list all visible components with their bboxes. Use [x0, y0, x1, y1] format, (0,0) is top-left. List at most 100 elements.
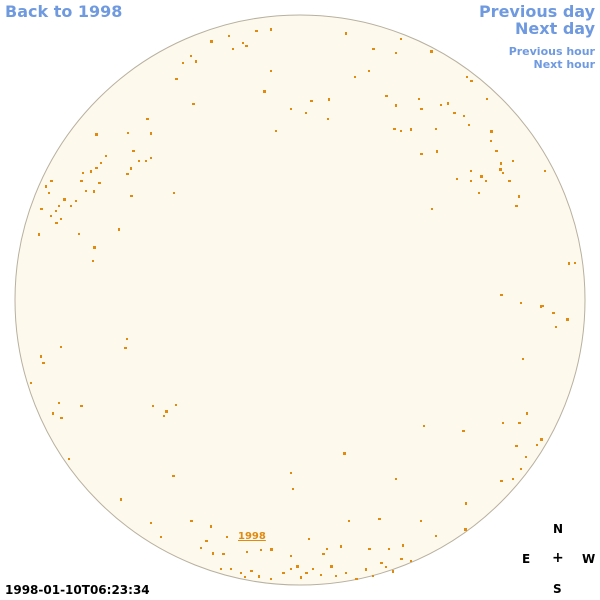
active-region-marker	[70, 205, 72, 207]
active-region-marker	[95, 167, 98, 169]
active-region-marker	[245, 45, 248, 47]
active-region-marker	[502, 422, 504, 424]
active-region-marker	[175, 404, 177, 406]
active-region-marker	[540, 438, 543, 441]
active-region-marker	[520, 468, 522, 470]
back-to-year-link[interactable]: Back to 1998	[5, 2, 123, 21]
active-region-marker	[60, 218, 62, 220]
active-region-marker	[372, 575, 374, 577]
active-region-marker	[270, 28, 272, 31]
active-region-marker	[296, 565, 299, 568]
active-region-marker	[150, 132, 152, 135]
active-region-marker	[152, 405, 154, 407]
active-region-marker	[290, 472, 292, 474]
active-region-marker	[126, 338, 128, 340]
active-region-marker	[130, 195, 133, 197]
active-region-marker	[468, 124, 470, 126]
active-region-marker	[145, 160, 147, 162]
active-region-marker	[380, 562, 383, 564]
active-region-marker	[50, 180, 53, 182]
active-region-marker	[150, 522, 152, 524]
active-region-marker	[330, 565, 333, 568]
active-region-marker	[345, 32, 347, 35]
active-region-marker	[540, 305, 542, 308]
active-region-marker	[420, 153, 423, 155]
active-region-marker	[574, 262, 576, 264]
next-day-link[interactable]: Next day	[515, 19, 595, 38]
active-region-marker	[395, 52, 397, 54]
active-region-marker	[270, 70, 272, 72]
active-region-marker	[418, 98, 420, 100]
active-region-marker	[388, 548, 390, 550]
active-region-marker	[232, 48, 234, 50]
active-region-marker	[378, 518, 381, 520]
active-region-marker	[292, 488, 294, 490]
active-region-marker	[275, 130, 277, 132]
active-region-marker	[430, 50, 433, 53]
active-region-marker	[58, 402, 60, 404]
active-region-marker	[410, 128, 412, 131]
active-region-marker	[173, 192, 175, 194]
active-region-marker	[500, 162, 502, 165]
compass-west: W	[582, 552, 596, 566]
active-region-marker	[462, 430, 465, 432]
active-region-marker	[310, 100, 313, 102]
active-region-marker	[312, 568, 314, 570]
active-region-marker	[222, 553, 225, 555]
active-region-marker	[124, 347, 127, 349]
active-region-marker	[220, 568, 222, 570]
active-region-marker	[85, 190, 87, 192]
active-region-marker	[258, 575, 260, 578]
active-region-marker	[385, 95, 388, 97]
active-region-marker	[260, 549, 262, 551]
active-region-marker	[242, 42, 244, 44]
active-region-marker	[345, 572, 347, 574]
timestamp: 1998-01-10T06:23:34	[5, 583, 150, 597]
active-region-marker	[499, 168, 502, 171]
active-region-marker	[195, 60, 197, 63]
active-region-marker	[228, 35, 230, 37]
active-region-marker	[328, 98, 330, 101]
active-region-marker	[327, 118, 329, 120]
active-region-marker	[190, 520, 193, 522]
active-region-marker	[78, 233, 80, 235]
active-region-marker	[335, 575, 337, 577]
active-region-marker	[230, 568, 232, 570]
active-region-marker	[270, 578, 272, 580]
active-region-marker	[182, 62, 184, 64]
previous-hour-link[interactable]: Previous hour	[508, 45, 595, 58]
active-region-marker	[127, 132, 129, 134]
active-region-marker	[305, 112, 307, 114]
active-region-marker	[402, 544, 404, 547]
active-region-marker	[175, 78, 178, 80]
active-region-marker	[478, 192, 480, 194]
active-region-markers	[30, 28, 576, 580]
active-region-marker	[95, 133, 98, 136]
active-region-marker	[100, 162, 102, 164]
compass-south: S	[553, 582, 562, 596]
active-region-marker	[58, 205, 60, 207]
active-region-marker	[500, 294, 503, 296]
active-region-marker	[263, 90, 266, 93]
active-region-marker	[42, 362, 45, 364]
active-region-marker	[465, 502, 467, 505]
previous-day-link[interactable]: Previous day	[478, 2, 595, 21]
active-region-marker	[126, 173, 129, 175]
active-region-marker	[246, 551, 248, 553]
next-hour-link[interactable]: Next hour	[533, 58, 596, 71]
active-region-marker	[38, 233, 40, 236]
active-region-marker	[50, 215, 52, 217]
active-region-marker	[40, 208, 43, 210]
active-region-marker	[226, 536, 228, 538]
active-region-marker	[290, 108, 292, 110]
active-region-marker	[400, 38, 402, 40]
year-link[interactable]: 1998	[238, 531, 266, 542]
active-region-marker	[372, 48, 375, 50]
active-region-marker	[486, 98, 488, 100]
active-region-marker	[485, 180, 487, 182]
active-region-marker	[160, 536, 162, 538]
active-region-marker	[75, 200, 77, 202]
active-region-marker	[105, 155, 107, 157]
active-region-marker	[63, 198, 66, 201]
active-region-marker	[320, 574, 322, 576]
